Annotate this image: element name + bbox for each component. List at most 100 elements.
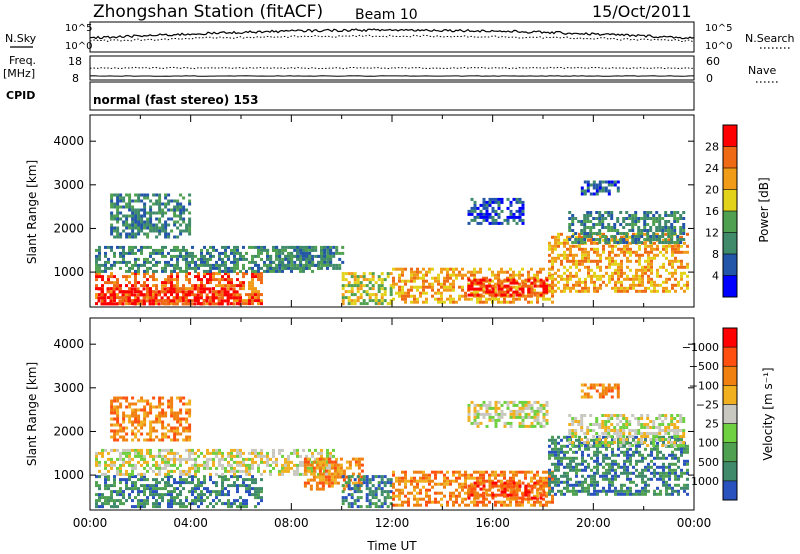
data-cell bbox=[113, 438, 117, 442]
data-cell bbox=[551, 462, 554, 466]
data-cell bbox=[611, 250, 614, 254]
data-cell bbox=[110, 217, 114, 221]
data-cell bbox=[578, 444, 581, 448]
data-cell bbox=[188, 272, 191, 276]
data-cell bbox=[614, 289, 617, 293]
data-cell bbox=[554, 238, 557, 242]
data-cell bbox=[137, 472, 140, 476]
data-cell bbox=[116, 493, 119, 497]
data-cell bbox=[116, 499, 119, 503]
data-cell bbox=[560, 253, 563, 257]
data-cell bbox=[149, 245, 152, 249]
data-cell bbox=[521, 500, 524, 504]
data-cell bbox=[563, 283, 566, 287]
data-cell bbox=[320, 260, 324, 264]
data-cell bbox=[521, 421, 525, 425]
data-cell bbox=[566, 241, 569, 245]
data-cell bbox=[527, 500, 530, 504]
data-cell bbox=[650, 250, 653, 254]
data-cell bbox=[348, 463, 352, 467]
data-cell bbox=[167, 505, 170, 509]
data-cell bbox=[149, 275, 152, 279]
data-cell bbox=[476, 484, 480, 488]
data-cell bbox=[254, 451, 257, 455]
data-cell bbox=[329, 248, 333, 252]
data-cell bbox=[137, 460, 140, 464]
data-cell bbox=[485, 290, 489, 294]
data-cell bbox=[455, 497, 458, 501]
data-cell bbox=[154, 293, 158, 297]
data-cell bbox=[137, 269, 140, 273]
data-cell bbox=[548, 283, 551, 287]
data-cell bbox=[308, 254, 312, 258]
data-cell bbox=[143, 208, 147, 212]
data-cell bbox=[158, 229, 162, 233]
data-cell bbox=[563, 277, 566, 281]
data-cell bbox=[305, 248, 309, 252]
data-cell bbox=[182, 426, 186, 430]
data-cell bbox=[113, 193, 117, 197]
data-cell bbox=[167, 199, 171, 203]
data-cell bbox=[137, 505, 140, 509]
data-cell bbox=[212, 275, 215, 279]
data-cell bbox=[571, 223, 575, 226]
data-cell bbox=[602, 435, 605, 439]
data-cell bbox=[491, 484, 495, 488]
data-cell bbox=[139, 293, 143, 297]
data-cell bbox=[182, 505, 185, 509]
data-cell bbox=[626, 256, 629, 260]
data-cell bbox=[673, 229, 677, 232]
data-cell bbox=[143, 263, 146, 267]
data-cell bbox=[497, 284, 501, 288]
data-cell bbox=[443, 482, 446, 486]
data-cell bbox=[536, 470, 539, 474]
data-cell bbox=[155, 490, 158, 494]
data-cell bbox=[336, 475, 340, 479]
data-cell bbox=[196, 299, 200, 303]
data-cell bbox=[551, 480, 554, 484]
data-cell bbox=[395, 479, 398, 483]
data-cell bbox=[122, 205, 126, 209]
data-cell bbox=[308, 260, 312, 264]
data-cell bbox=[131, 248, 134, 252]
data-cell bbox=[215, 272, 218, 276]
data-cell bbox=[173, 435, 177, 439]
data-cell bbox=[662, 280, 665, 284]
data-cell bbox=[336, 463, 340, 467]
data-cell bbox=[140, 229, 144, 233]
data-cell bbox=[309, 463, 313, 467]
data-cell bbox=[167, 263, 170, 267]
data-cell bbox=[491, 284, 495, 288]
data-cell bbox=[458, 273, 461, 277]
data-cell bbox=[251, 281, 254, 285]
data-cell bbox=[623, 253, 626, 257]
data-cell bbox=[127, 290, 131, 294]
data-cell bbox=[389, 496, 393, 500]
data-cell bbox=[263, 245, 266, 249]
data-cell bbox=[179, 423, 183, 427]
data-cell bbox=[613, 241, 617, 244]
data-cell bbox=[110, 499, 113, 503]
data-cell bbox=[161, 269, 164, 273]
data-cell bbox=[296, 266, 300, 270]
data-cell bbox=[161, 457, 164, 461]
data-cell bbox=[623, 271, 626, 275]
data-cell bbox=[356, 296, 360, 300]
data-cell bbox=[281, 469, 284, 473]
data-cell bbox=[581, 256, 584, 260]
data-cell bbox=[125, 275, 128, 279]
data-cell bbox=[263, 469, 266, 473]
data-cell bbox=[586, 235, 590, 238]
data-cell bbox=[557, 253, 560, 257]
data-cell bbox=[122, 220, 126, 224]
data-cell bbox=[110, 263, 113, 267]
data-cell bbox=[362, 284, 366, 288]
data-cell bbox=[653, 280, 656, 284]
data-cell bbox=[545, 479, 548, 483]
data-cell bbox=[530, 267, 533, 271]
data-cell bbox=[548, 286, 551, 290]
data-cell bbox=[98, 257, 101, 261]
data-cell bbox=[229, 296, 233, 300]
data-cell bbox=[398, 476, 401, 480]
data-cell bbox=[251, 266, 254, 270]
